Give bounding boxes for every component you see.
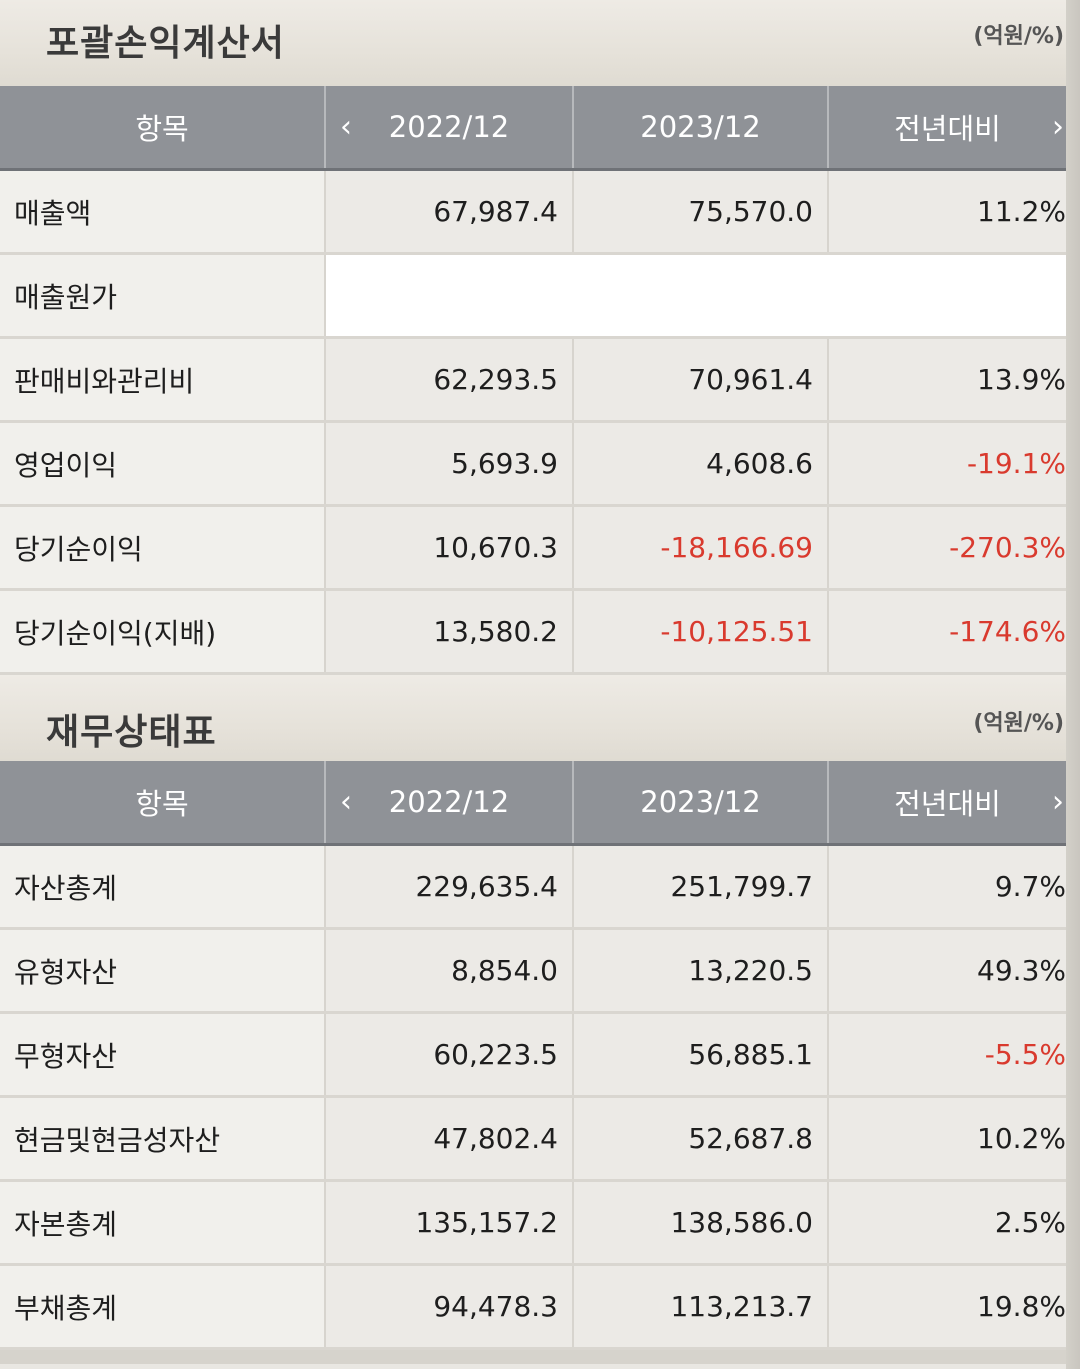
column-header-item: 항목 <box>0 86 326 171</box>
value-yoy: -19.1% <box>828 421 1066 507</box>
value-2023: 4,608.6 <box>573 421 829 507</box>
value-yoy: -174.6% <box>828 589 1066 675</box>
table-row: 유형자산 8,854.0 13,220.5 49.3% <box>0 928 1066 1014</box>
column-header-yoy: 전년대비 › <box>828 86 1066 171</box>
value-yoy: -5.5% <box>828 1012 1066 1098</box>
value-2023: 113,213.7 <box>573 1264 829 1350</box>
column-header-2022-label: 2022/12 <box>388 110 510 144</box>
value-2022: 94,478.3 <box>325 1264 574 1350</box>
table-row: 자본총계 135,157.2 138,586.0 2.5% <box>0 1180 1066 1266</box>
prev-period-chevron-icon[interactable]: ‹ <box>340 784 352 820</box>
value-2022: 13,580.2 <box>325 589 574 675</box>
column-header-yoy-label: 전년대비 <box>894 112 1001 146</box>
column-header-2022: ‹ 2022/12 <box>325 86 574 171</box>
column-header-item: 항목 <box>0 761 326 846</box>
table-row: 무형자산 60,223.5 56,885.1 -5.5% <box>0 1012 1066 1098</box>
balance-sheet-table: 항목 ‹ 2022/12 2023/12 전년대비 › 자산총계 229,635… <box>0 761 1066 1350</box>
column-header-yoy-label: 전년대비 <box>894 787 1001 821</box>
table-row: 부채총계 94,478.3 113,213.7 19.8% <box>0 1264 1066 1350</box>
income-statement-title: 포괄손익계산서 <box>46 23 285 64</box>
value-2022: 60,223.5 <box>325 1012 574 1098</box>
next-period-chevron-icon[interactable]: › <box>1052 109 1064 145</box>
row-label: 영업이익 <box>0 421 326 507</box>
empty-value-cell <box>325 253 1066 339</box>
table-row: 현금및현금성자산 47,802.4 52,687.8 10.2% <box>0 1096 1066 1182</box>
row-label: 매출원가 <box>0 253 326 339</box>
income-statement-table: 항목 ‹ 2022/12 2023/12 전년대비 › 매출액 67,987.4… <box>0 86 1066 675</box>
value-2022: 5,693.9 <box>325 421 574 507</box>
value-2022: 47,802.4 <box>325 1096 574 1182</box>
value-yoy: 13.9% <box>828 337 1066 423</box>
balance-sheet-header: 재무상태표 (억원/%) <box>0 675 1066 761</box>
row-label: 판매비와관리비 <box>0 337 326 423</box>
value-2022: 8,854.0 <box>325 928 574 1014</box>
balance-sheet-title: 재무상태표 <box>46 712 217 753</box>
value-2022: 62,293.5 <box>325 337 574 423</box>
table-row: 영업이익 5,693.9 4,608.6 -19.1% <box>0 421 1066 507</box>
income-statement-header: 포괄손익계산서 (억원/%) <box>0 0 1066 86</box>
value-yoy: 2.5% <box>828 1180 1066 1266</box>
column-header-2023: 2023/12 <box>573 86 829 171</box>
column-header-2023: 2023/12 <box>573 761 829 846</box>
balance-sheet-header-row: 항목 ‹ 2022/12 2023/12 전년대비 › <box>0 761 1066 846</box>
value-yoy: 49.3% <box>828 928 1066 1014</box>
row-label: 당기순이익(지배) <box>0 589 326 675</box>
next-period-chevron-icon[interactable]: › <box>1052 784 1064 820</box>
table-row: 매출액 67,987.4 75,570.0 11.2% <box>0 169 1066 255</box>
value-2023: -10,125.51 <box>573 589 829 675</box>
row-label: 현금및현금성자산 <box>0 1096 326 1182</box>
value-2023: 138,586.0 <box>573 1180 829 1266</box>
row-label: 당기순이익 <box>0 505 326 591</box>
value-2023: 251,799.7 <box>573 844 829 930</box>
row-label: 부채총계 <box>0 1264 326 1350</box>
value-2022: 67,987.4 <box>325 169 574 255</box>
row-label: 유형자산 <box>0 928 326 1014</box>
row-label: 무형자산 <box>0 1012 326 1098</box>
prev-period-chevron-icon[interactable]: ‹ <box>340 109 352 145</box>
table-row: 판매비와관리비 62,293.5 70,961.4 13.9% <box>0 337 1066 423</box>
row-label: 자본총계 <box>0 1180 326 1266</box>
value-yoy: 10.2% <box>828 1096 1066 1182</box>
value-yoy: 11.2% <box>828 169 1066 255</box>
value-yoy: -270.3% <box>828 505 1066 591</box>
income-statement-header-row: 항목 ‹ 2022/12 2023/12 전년대비 › <box>0 86 1066 171</box>
table-row: 자산총계 229,635.4 251,799.7 9.7% <box>0 844 1066 930</box>
column-header-2022-label: 2022/12 <box>388 785 510 819</box>
column-header-2022: ‹ 2022/12 <box>325 761 574 846</box>
table-row: 당기순이익 10,670.3 -18,166.69 -270.3% <box>0 505 1066 591</box>
value-2023: 52,687.8 <box>573 1096 829 1182</box>
table-row: 매출원가 <box>0 253 1066 339</box>
value-yoy: 19.8% <box>828 1264 1066 1350</box>
column-header-yoy: 전년대비 › <box>828 761 1066 846</box>
value-2022: 135,157.2 <box>325 1180 574 1266</box>
value-2023: 56,885.1 <box>573 1012 829 1098</box>
value-yoy: 9.7% <box>828 844 1066 930</box>
table-row: 당기순이익(지배) 13,580.2 -10,125.51 -174.6% <box>0 589 1066 675</box>
value-2022: 10,670.3 <box>325 505 574 591</box>
income-statement-unit: (억원/%) <box>973 24 1064 49</box>
balance-sheet-unit: (억원/%) <box>973 711 1064 736</box>
value-2023: 75,570.0 <box>573 169 829 255</box>
row-label: 매출액 <box>0 169 326 255</box>
value-2023: 13,220.5 <box>573 928 829 1014</box>
right-gutter <box>1066 0 1080 1369</box>
value-2023: 70,961.4 <box>573 337 829 423</box>
value-2023: -18,166.69 <box>573 505 829 591</box>
value-2022: 229,635.4 <box>325 844 574 930</box>
bottom-strip <box>0 1350 1066 1364</box>
row-label: 자산총계 <box>0 844 326 930</box>
